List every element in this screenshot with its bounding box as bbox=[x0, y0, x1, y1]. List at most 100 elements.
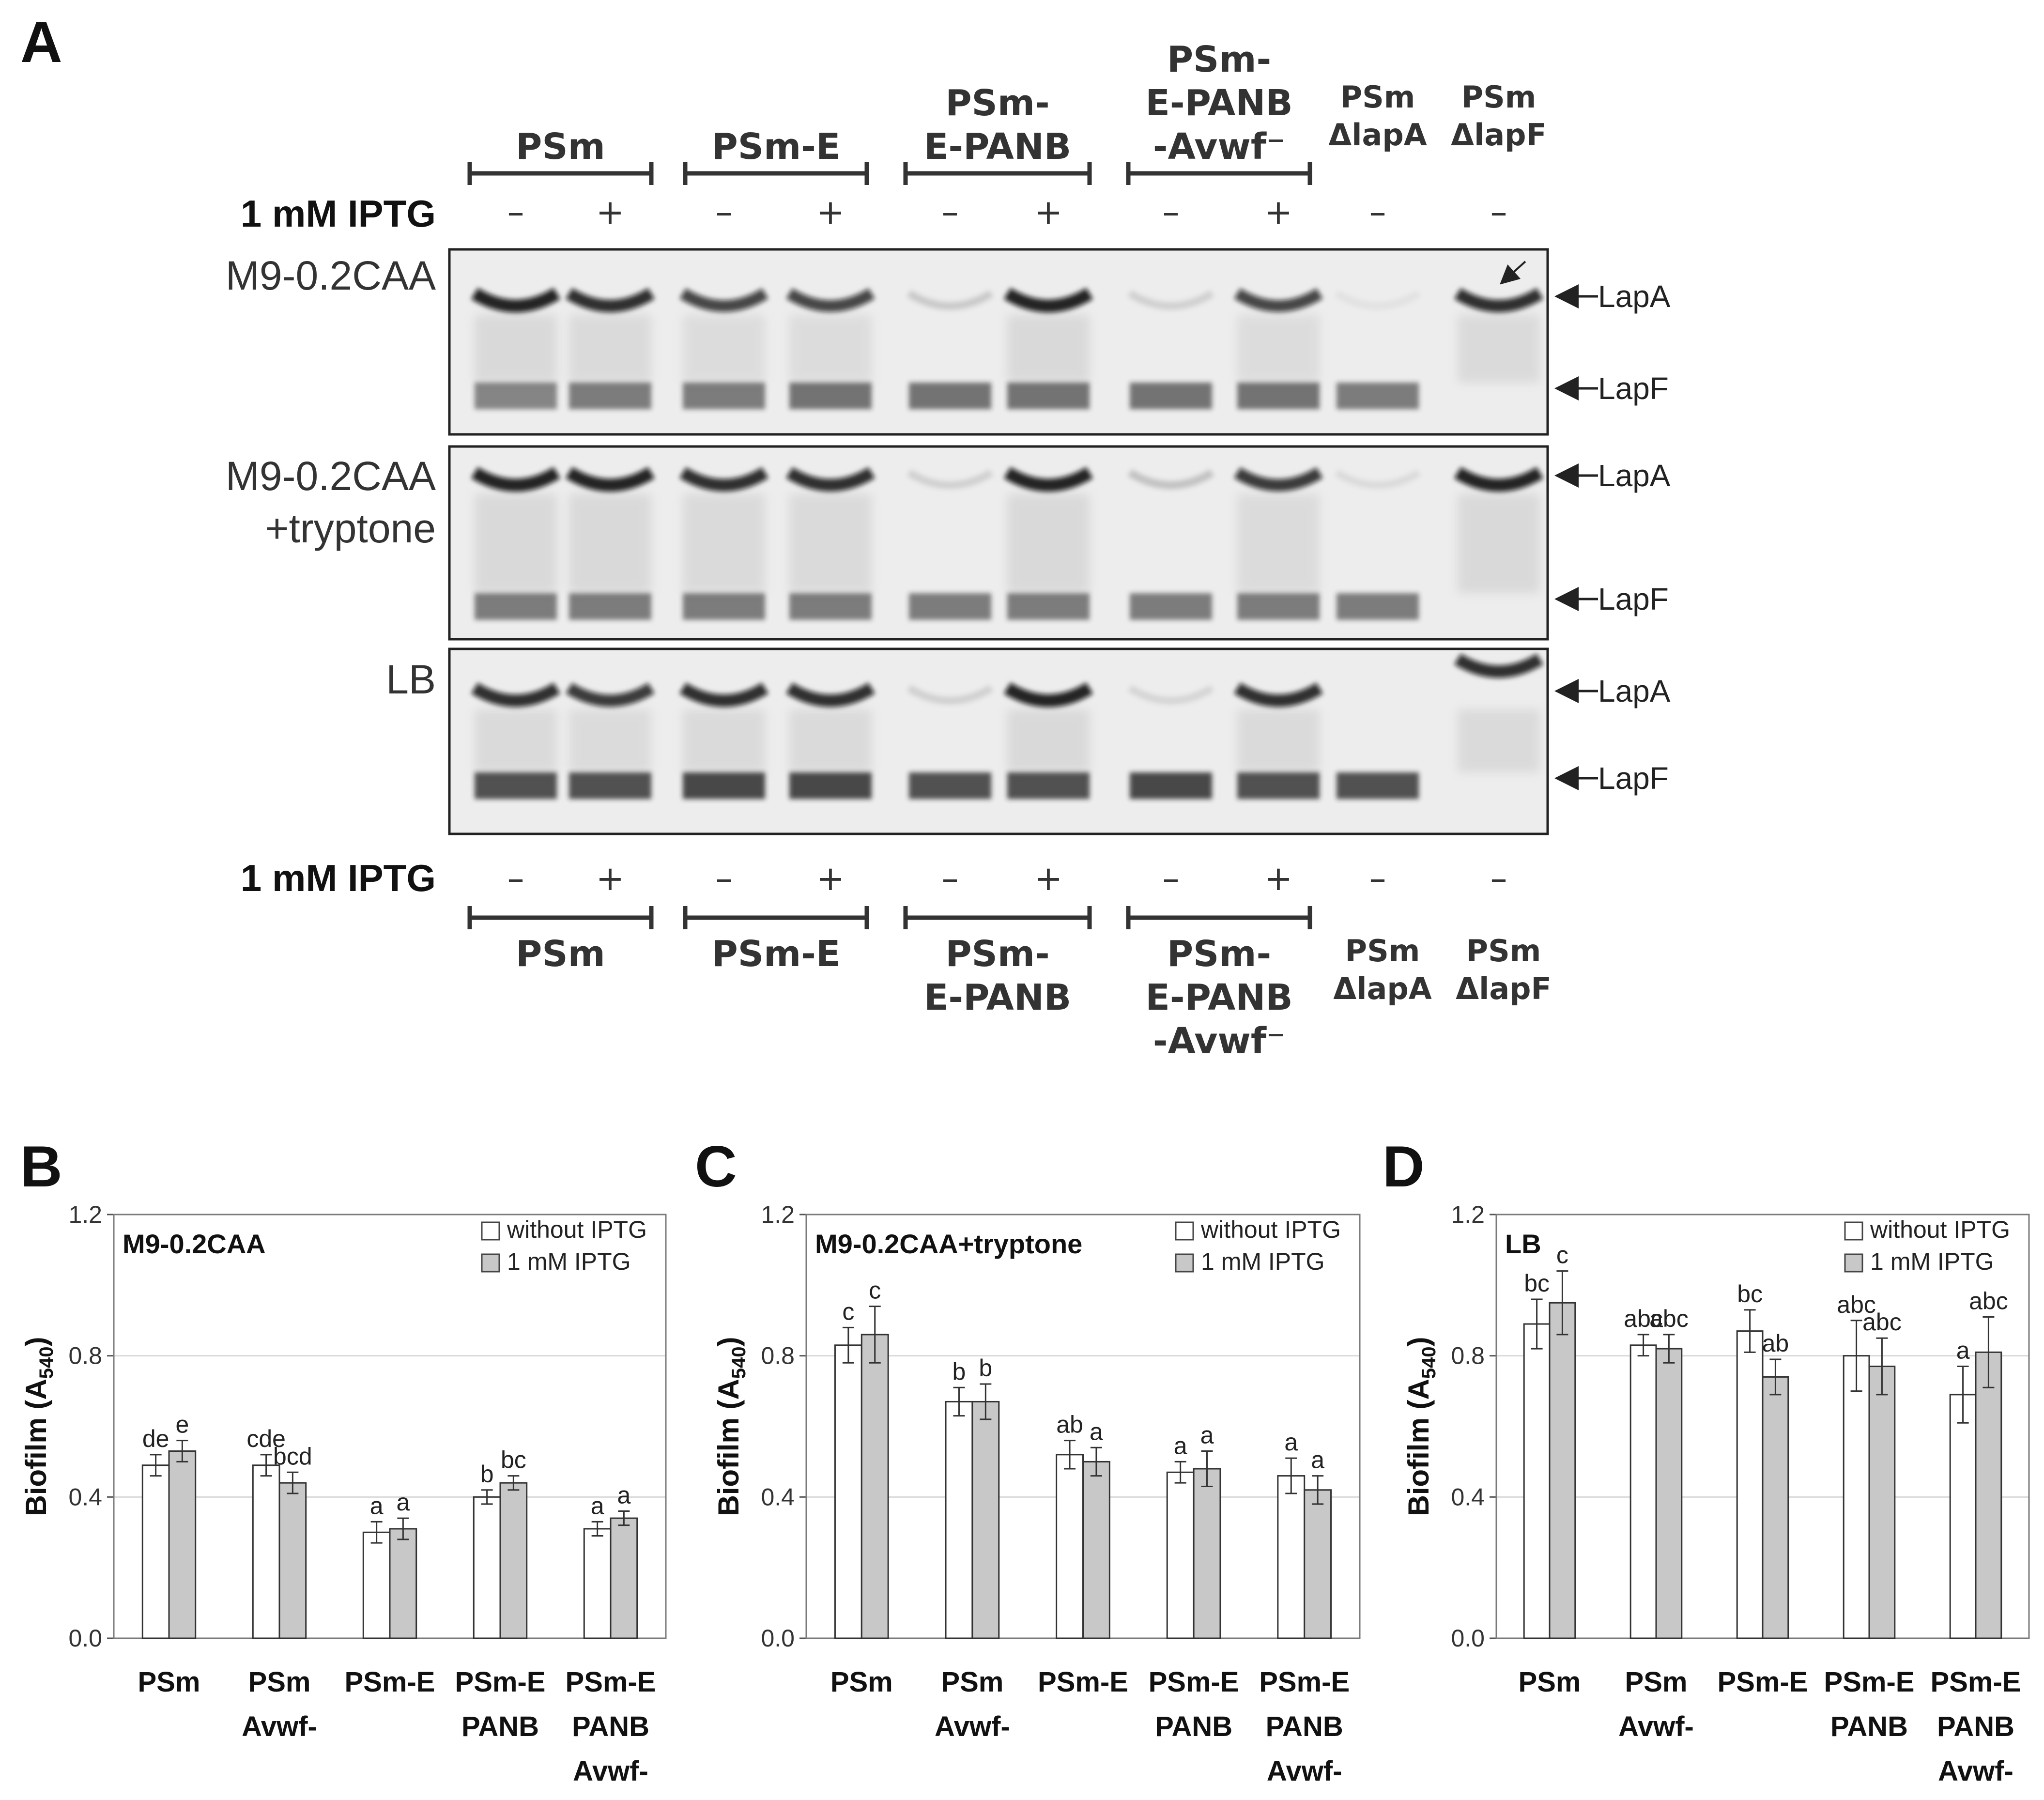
bar bbox=[945, 1400, 973, 1639]
lapA-band bbox=[566, 288, 655, 312]
bar bbox=[1736, 1330, 1764, 1639]
lapF-band bbox=[1130, 383, 1212, 409]
lane-smear bbox=[789, 315, 872, 383]
chart-title: M9-0.2CAA bbox=[123, 1229, 266, 1259]
lapF-band bbox=[909, 383, 991, 409]
bar bbox=[1304, 1489, 1332, 1639]
top-lane-sign: + bbox=[1034, 192, 1063, 232]
lane-smear bbox=[475, 494, 557, 593]
bar bbox=[168, 1450, 197, 1639]
lane-smear bbox=[1237, 494, 1320, 593]
bar bbox=[610, 1517, 638, 1639]
lane-smear bbox=[1458, 315, 1540, 383]
bar bbox=[1166, 1471, 1195, 1639]
bar bbox=[1762, 1376, 1789, 1639]
chart-panel-d: D 0.0 0.4 0.8 1.2 Biofilm (A540) LB without IPT… bbox=[1383, 1134, 2030, 1787]
y-tick-label: 0.0 bbox=[68, 1625, 102, 1652]
top-iptg-label: 1 mM IPTG bbox=[241, 192, 436, 235]
significance-label: bc bbox=[1524, 1270, 1550, 1297]
significance-label: c bbox=[1556, 1242, 1568, 1269]
y-tick-label: 0.8 bbox=[1451, 1342, 1485, 1369]
y-tick-label: 1.2 bbox=[68, 1201, 102, 1228]
lapF-band bbox=[569, 772, 651, 799]
top-lane-sign: + bbox=[1264, 192, 1293, 232]
lane-smear bbox=[789, 709, 872, 772]
bottom-lane-sign: – bbox=[1369, 859, 1386, 898]
significance-label: bc bbox=[501, 1446, 526, 1474]
lane-smear bbox=[1007, 709, 1090, 772]
bottom-lane-sign: + bbox=[816, 859, 845, 898]
legend-swatch bbox=[1175, 1221, 1194, 1241]
lapF-band bbox=[1007, 772, 1090, 799]
bottom-lane-sign: + bbox=[1034, 859, 1063, 898]
y-axis-label: Biofilm (A540) bbox=[1402, 1337, 1440, 1516]
lane-smear bbox=[569, 709, 651, 772]
top-lane-sign: – bbox=[1491, 192, 1507, 232]
bottom-group-label: PSm-E-PANB -Avwf⁻ bbox=[1145, 933, 1292, 1062]
gel-panel: M9-0.2CAA +tryptone LapA LapF bbox=[226, 445, 1671, 641]
bottom-lane-sign: – bbox=[716, 859, 733, 898]
top-lane-sign: – bbox=[942, 192, 959, 232]
lapA-band bbox=[1127, 290, 1214, 310]
lapA-band bbox=[1454, 653, 1543, 678]
category-label: PSm-E bbox=[345, 1666, 435, 1698]
top-lane-sign: – bbox=[507, 192, 524, 232]
bar bbox=[1277, 1475, 1306, 1639]
lapF-band bbox=[1337, 383, 1419, 409]
significance-label: a bbox=[1284, 1429, 1298, 1456]
chart-title: M9-0.2CAA+tryptone bbox=[815, 1229, 1082, 1259]
top-lane-sign: – bbox=[716, 192, 733, 232]
bar bbox=[1655, 1348, 1683, 1639]
lapA-band bbox=[786, 288, 875, 312]
lapA-band bbox=[679, 682, 768, 707]
bar bbox=[1523, 1323, 1551, 1639]
bottom-strain-header: PSm PSm-E PSm-E-PANB PSm-E-PANB -Avwf⁻ PSm Δla… bbox=[241, 857, 1552, 1062]
lapF-band bbox=[1130, 593, 1212, 620]
panel-letter: D bbox=[1383, 1134, 1425, 1199]
gel-medium-label: LB bbox=[386, 657, 436, 702]
category-label: PSm-E PANB bbox=[455, 1666, 546, 1742]
bar bbox=[1949, 1394, 1977, 1639]
lapA-band bbox=[1127, 469, 1214, 490]
legend-label: 1 mM IPTG bbox=[1870, 1248, 1994, 1275]
top-lane-sign: + bbox=[596, 192, 625, 232]
y-axis-label: Biofilm (A540) bbox=[20, 1337, 57, 1516]
lapA-band bbox=[907, 290, 994, 310]
category-label: PSm Avwf- bbox=[242, 1666, 317, 1742]
lapF-band bbox=[1237, 772, 1320, 799]
lane-smear bbox=[1007, 494, 1090, 593]
y-tick-label: 1.2 bbox=[761, 1201, 795, 1228]
panel-a: A PSm PSm-E PSm-E-PANB PSm-E-PANB -Avwf⁻ PSm Δ… bbox=[20, 10, 1671, 1062]
significance-label: a bbox=[1311, 1446, 1324, 1474]
bar bbox=[861, 1334, 889, 1639]
lapA-band bbox=[1004, 288, 1093, 313]
bottom-lane-sign: – bbox=[1491, 859, 1507, 898]
lapF-label: LapF bbox=[1598, 761, 1669, 796]
lapA-band bbox=[907, 685, 994, 705]
legend-swatch bbox=[1844, 1221, 1863, 1241]
top-lane-sign: + bbox=[816, 192, 845, 232]
significance-label: ab bbox=[1762, 1330, 1789, 1357]
significance-label: abc bbox=[1969, 1287, 2008, 1314]
category-label: PSm-E PANB Avwf- bbox=[566, 1666, 656, 1787]
lapA-band bbox=[1004, 467, 1093, 492]
lapA-band bbox=[1127, 685, 1214, 705]
lapF-band bbox=[1130, 772, 1212, 799]
lapA-band bbox=[1234, 288, 1323, 312]
significance-label: b bbox=[979, 1354, 992, 1382]
gel-medium-label: M9-0.2CAA +tryptone bbox=[226, 453, 436, 551]
category-label: PSm-E bbox=[1038, 1666, 1128, 1698]
bar bbox=[252, 1464, 280, 1639]
significance-label: c bbox=[842, 1298, 854, 1325]
lapA-band bbox=[566, 683, 655, 707]
bar bbox=[278, 1482, 307, 1639]
bottom-group-label: PSm bbox=[516, 933, 605, 975]
top-mutant-label: PSm ΔlapF bbox=[1451, 79, 1547, 153]
lane-smear bbox=[683, 315, 765, 383]
lapA-band bbox=[1234, 682, 1323, 707]
legend-swatch bbox=[481, 1221, 500, 1241]
lapF-band bbox=[1337, 593, 1419, 620]
legend-swatch bbox=[1175, 1253, 1194, 1273]
lane-smear bbox=[1458, 709, 1540, 772]
